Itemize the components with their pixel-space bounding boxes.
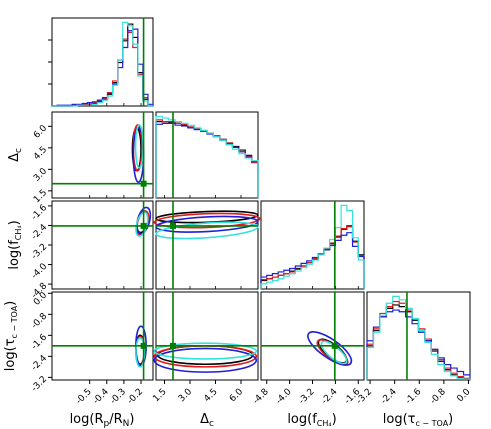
- ytick-label-dc-3: 6.0: [32, 123, 49, 140]
- truth-marker-rp-dc: [140, 180, 147, 187]
- panel-dc-marginal: [155, 111, 259, 199]
- truth-marker-rp-fch4: [140, 222, 147, 229]
- ytick-label-tau-2: -1.6: [30, 332, 50, 352]
- contour-layer: [131, 124, 353, 373]
- xtick-label-rp-0: -0.5: [74, 387, 93, 406]
- hist-tau-series-3: [366, 295, 471, 380]
- ytick-label-tau-3: -0.8: [30, 311, 50, 331]
- contour-tau-dc-2: [153, 347, 258, 373]
- xlabel-fch4: log(fCH₄): [287, 412, 336, 428]
- panel-tau-vs-rp: [51, 291, 154, 381]
- ytick-label-tau-0: -3.2: [30, 375, 49, 394]
- xtick-label-fch4-0: -4.8: [251, 387, 271, 407]
- xtick-label-tau-4: 0.0: [455, 387, 472, 404]
- xtick-label-tau-3: -0.8: [428, 387, 448, 407]
- hist-dc-series-3: [155, 115, 259, 198]
- hist-rp-series-3: [52, 21, 153, 107]
- contour-fch4-dc-2: [155, 215, 259, 233]
- hist-fch4-series-3: [260, 204, 365, 289]
- truth-marker-fch4-tau: [331, 342, 338, 349]
- panel-dc-vs-rp: [51, 111, 154, 199]
- xtick-label-fch4-3: -2.4: [320, 387, 340, 407]
- contour-tau-rp-3: [135, 337, 146, 368]
- panel-tau-vs-dc: [155, 291, 259, 381]
- ytick-label-fch4-2: -3.2: [30, 242, 49, 261]
- xtick-label-tau-1: -2.4: [379, 387, 399, 407]
- xtick-label-fch4-2: -3.2: [297, 387, 316, 406]
- xlabel-tau: log(τc − TOA): [383, 412, 454, 428]
- xtick-label-rp-3: -0.2: [126, 387, 145, 406]
- panel-fch4-marginal: [260, 200, 365, 290]
- panel-tau-vs-fch4: [260, 291, 365, 381]
- ytick-label-fch4-4: -1.6: [30, 203, 50, 223]
- truth-marker-rp-tau: [140, 342, 147, 349]
- xtick-label-tau-2: -1.6: [404, 387, 424, 407]
- xtick-label-dc-2: 4.5: [202, 387, 219, 404]
- ylabel-dc: Δc: [7, 148, 24, 162]
- ytick-label-dc-0: 1.5: [32, 188, 49, 205]
- xtick-label-dc-3: 6.0: [228, 387, 245, 404]
- truth-markers: [52, 18, 408, 380]
- hist-dc-series-2: [155, 122, 259, 198]
- xtick-label-dc-1: 3.0: [177, 387, 194, 404]
- truth-marker-dc-fch4: [170, 222, 176, 229]
- ytick-label-dc-2: 4.5: [32, 145, 49, 162]
- hist-fch4-series-2: [260, 232, 365, 289]
- xtick-label-fch4-1: -4.0: [274, 387, 294, 407]
- contour-tau-fch4-2: [307, 331, 353, 366]
- contour-fch4-dc-1: [153, 212, 261, 229]
- hist-tau-series-0: [366, 304, 471, 380]
- ytick-label-tau-1: -2.4: [30, 353, 50, 373]
- marginal-histograms: [52, 21, 471, 380]
- contour-tau-dc-3: [153, 342, 258, 360]
- ytick-label-fch4-1: -4.0: [30, 262, 50, 282]
- ylabel-tau: log(τc − TOA): [3, 301, 19, 372]
- ytick-label-dc-1: 3.0: [32, 166, 49, 183]
- ylabel-fch4: log(fCH₄): [7, 220, 23, 269]
- panel-fch4-vs-dc: [155, 200, 259, 290]
- xtick-label-dc-0: 1.5: [151, 387, 168, 404]
- panel-tau-marginal: [366, 291, 471, 381]
- ytick-label-fch4-3: -2.4: [30, 222, 50, 242]
- xlabel-dc: Δc: [200, 412, 214, 429]
- truth-marker-dc-tau: [170, 342, 176, 349]
- xtick-label-rp-2: -0.3: [109, 387, 128, 406]
- xlabel-rp: log(Rp/RN): [70, 412, 135, 429]
- xtick-label-rp-1: -0.4: [91, 387, 111, 407]
- panel-fch4-vs-rp: [51, 200, 154, 290]
- contour-fch4-dc-3: [155, 221, 259, 240]
